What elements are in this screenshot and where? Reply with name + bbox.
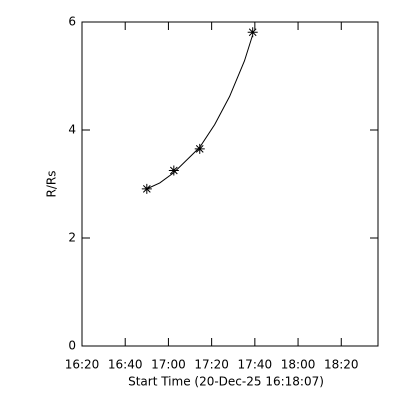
x-tick-label: 16:20 xyxy=(65,358,100,372)
x-tick-label: 16:40 xyxy=(108,358,143,372)
y-tick-label: 2 xyxy=(68,231,76,245)
data-point xyxy=(194,143,205,154)
x-tick-label: 18:20 xyxy=(324,358,359,372)
x-tick-label: 17:20 xyxy=(194,358,229,372)
data-point xyxy=(168,165,179,176)
y-axis-label: R/Rs xyxy=(45,171,59,198)
data-point xyxy=(247,27,258,38)
x-tick-label: 18:00 xyxy=(281,358,316,372)
y-tick-label: 4 xyxy=(68,123,76,137)
y-tick-label: 0 xyxy=(68,339,76,353)
x-tick-label: 17:40 xyxy=(238,358,273,372)
y-tick-label: 6 xyxy=(68,15,76,29)
fit-line xyxy=(146,35,253,190)
x-tick-label: 17:00 xyxy=(151,358,186,372)
x-axis-label: Start Time (20-Dec-25 16:18:07) xyxy=(128,375,324,389)
plot-frame xyxy=(81,21,379,347)
